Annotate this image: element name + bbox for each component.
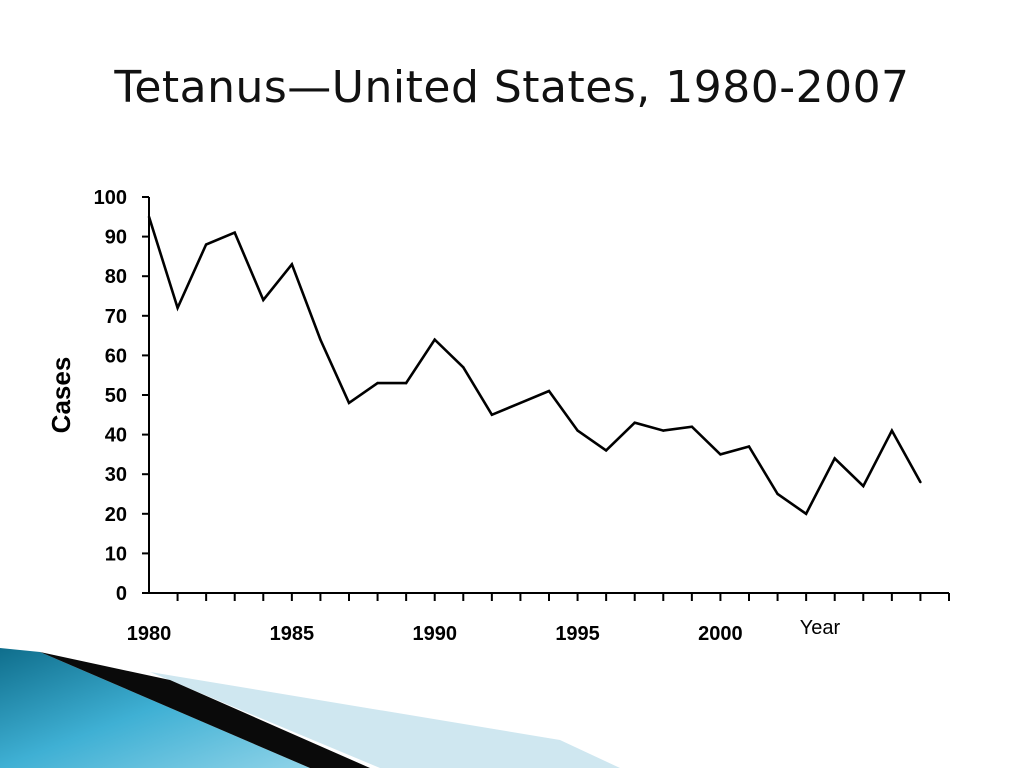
data-point [633, 421, 636, 424]
x-ticks [176, 593, 950, 601]
data-point [376, 381, 379, 385]
data-point [919, 480, 922, 484]
x-tick-label: 1995 [555, 623, 600, 645]
data-point [347, 401, 351, 405]
x-tick-label: 1985 [270, 623, 315, 645]
y-tick-label: 50 [105, 385, 127, 407]
y-tick-label: 60 [105, 345, 127, 367]
ribbon-light-band [150, 672, 620, 768]
y-ticks [142, 196, 149, 594]
y-tick-label: 10 [105, 543, 127, 565]
data-point [176, 306, 179, 310]
y-tick-label: 70 [105, 306, 127, 328]
data-point [576, 429, 579, 432]
data-point [433, 338, 436, 341]
y-tick-label: 90 [105, 227, 127, 249]
y-tick-label: 0 [116, 583, 127, 605]
data-point [233, 231, 236, 234]
slide-title: Tetanus—United States, 1980-2007 [114, 62, 910, 113]
data-point [862, 484, 865, 488]
data-point [662, 429, 665, 432]
data-point [719, 453, 722, 456]
y-axis-title: Cases [46, 357, 76, 434]
x-tick-label: 2000 [698, 623, 743, 645]
data-point [204, 243, 208, 246]
y-tick-label: 80 [105, 266, 127, 288]
data-point [547, 389, 551, 393]
data-point [147, 215, 151, 218]
data-point [519, 401, 522, 405]
data-point [319, 338, 322, 341]
y-tick-label: 100 [94, 187, 127, 209]
ribbon-dark-band [40, 652, 370, 768]
data-point [604, 449, 608, 452]
x-axis-title: Year [800, 617, 841, 639]
y-tick-labels: 0 10 20 30 40 50 60 70 80 90 100 [94, 187, 127, 605]
series-points [147, 215, 922, 515]
data-point [747, 445, 751, 448]
data-point [890, 429, 894, 432]
x-tick-labels: 1980 1985 1990 1995 2000 [127, 623, 743, 645]
data-point [262, 298, 265, 302]
ribbon-blue-band [0, 648, 310, 768]
x-tick-label: 1990 [412, 623, 457, 645]
data-point [462, 366, 465, 369]
y-tick-label: 20 [105, 504, 127, 526]
data-point [776, 492, 779, 496]
data-point [290, 263, 294, 266]
data-point [690, 425, 694, 428]
y-tick-label: 40 [105, 425, 127, 447]
data-point [804, 512, 808, 515]
series-line [147, 216, 922, 516]
y-tick-label: 30 [105, 464, 127, 486]
data-point [404, 381, 408, 385]
data-point [490, 413, 494, 416]
data-point [833, 457, 836, 460]
x-tick-label: 1980 [127, 623, 172, 645]
